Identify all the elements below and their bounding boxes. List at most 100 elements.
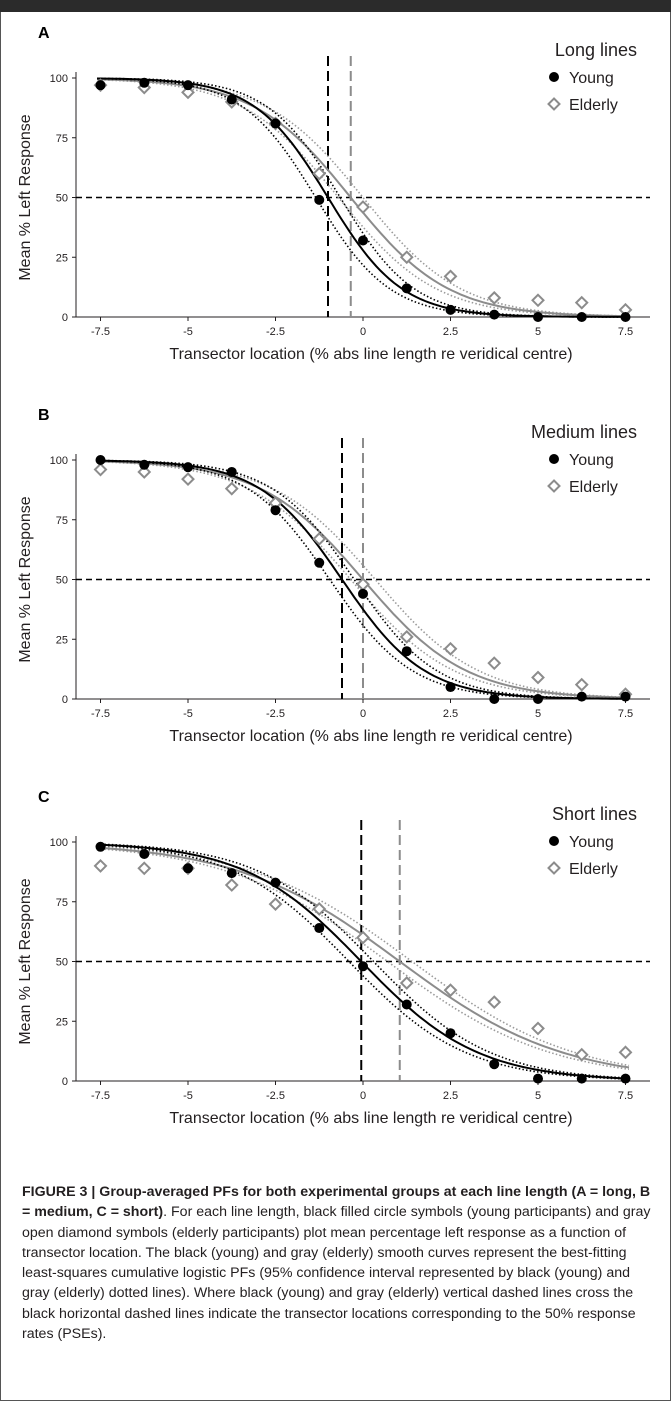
y-tick-label: 100 [50,455,68,467]
legend-label-elderly: Elderly [569,479,618,496]
point-elderly [487,995,502,1010]
legend-marker-elderly [547,479,561,493]
point-elderly [93,858,108,873]
x-tick-label: -5 [183,326,193,338]
x-axis-title: Transector location (% abs line length r… [169,1110,572,1127]
point-young [358,235,368,246]
figure-caption: FIGURE 3 | Group-averaged PFs for both e… [22,1182,652,1344]
x-tick-label: 5 [535,708,541,720]
chart-panel-a: A 0 25 50 75 100 -7.5 -5 -2.5 0 2.5 5 7.5 Transector … [0,14,671,394]
x-tick-label: 2.5 [443,708,458,720]
x-axis-title: Transector location (% abs line length r… [169,728,572,745]
legend-label-young: Young [569,70,614,87]
legend-marker-elderly [547,97,561,111]
y-tick-label: 0 [62,312,68,324]
point-elderly [93,462,108,477]
x-tick-label: -2.5 [266,708,285,720]
point-young [445,1028,456,1039]
y-tick-label: 75 [56,515,68,527]
point-young [226,868,237,879]
panel-letter-c: C [38,789,50,806]
legend-marker-young [549,454,559,464]
point-young [445,682,456,693]
point-young [576,312,587,322]
x-tick-label: 2.5 [443,326,458,338]
point-young [270,118,281,129]
y-tick-label: 50 [56,957,68,969]
y-tick-label: 50 [56,575,68,587]
x-tick-label: 7.5 [618,326,633,338]
point-young [139,848,150,859]
x-tick-label: -5 [183,1090,193,1102]
point-elderly [399,629,414,644]
legend-title: Medium lines [531,422,637,442]
point-young [226,466,237,477]
y-tick-label: 25 [56,634,68,646]
point-elderly [574,677,589,692]
ci-lower-elderly [96,846,630,1067]
point-elderly [574,1047,589,1062]
ci-lower-young [96,843,630,1079]
legend-label-young: Young [569,452,614,469]
point-elderly [443,641,458,656]
y-tick-label: 0 [62,694,68,706]
x-axis-title: Transector location (% abs line length r… [169,346,572,363]
x-tick-label: -7.5 [91,708,110,720]
point-elderly [443,269,458,284]
point-young [576,691,587,702]
caption-body: . For each line length, black filled cir… [22,1204,651,1343]
chart-panel-b: B 0 25 50 75 100 -7.5 -5 -2.5 0 2.5 5 7.5 Transector … [0,396,671,776]
point-elderly [618,1045,633,1060]
point-elderly [181,85,195,100]
point-young [183,863,193,874]
point-young [576,1073,587,1084]
point-elderly [312,902,327,916]
point-young [533,694,543,704]
y-tick-label: 100 [50,73,68,85]
point-young [95,455,106,465]
point-elderly [531,670,545,685]
point-elderly [312,531,327,546]
point-young [445,304,456,315]
ci-upper-elderly [96,847,630,1071]
point-elderly [268,897,283,912]
point-elderly [487,290,502,305]
x-tick-label: 2.5 [443,1090,458,1102]
point-young [620,312,631,322]
point-young [139,459,150,470]
caption-title: FIGURE 3 | Group-averaged PFs for both e… [22,1184,651,1221]
point-young [489,309,500,320]
x-tick-label: -7.5 [91,1090,110,1102]
point-young [620,1073,631,1084]
y-tick-label: 75 [56,133,68,145]
point-elderly [137,465,152,479]
point-young [533,1073,543,1084]
point-elderly [531,1021,545,1036]
point-young [95,841,106,852]
legend-marker-young [549,836,559,846]
point-young [183,462,193,473]
point-young [270,877,281,888]
x-tick-label: -5 [183,708,193,720]
point-young [401,283,412,294]
point-elderly [574,295,589,310]
y-axis-title: Mean % Left Response [17,114,34,280]
x-tick-label: -7.5 [91,326,110,338]
point-elderly [399,250,414,265]
legend-title: Long lines [555,40,637,60]
point-young [533,312,543,322]
x-tick-label: 0 [360,1090,366,1102]
x-tick-label: 5 [535,326,541,338]
point-elderly [399,976,414,990]
point-young [358,961,368,972]
fit-curve-elderly [96,846,630,1069]
point-young [270,505,281,516]
point-elderly [137,861,152,876]
y-tick-label: 25 [56,1016,68,1028]
legend-label-young: Young [569,834,614,851]
point-young [139,77,150,88]
point-elderly [312,166,327,181]
point-young [183,80,193,91]
y-tick-label: 50 [56,193,68,205]
legend-label-elderly: Elderly [569,861,618,878]
